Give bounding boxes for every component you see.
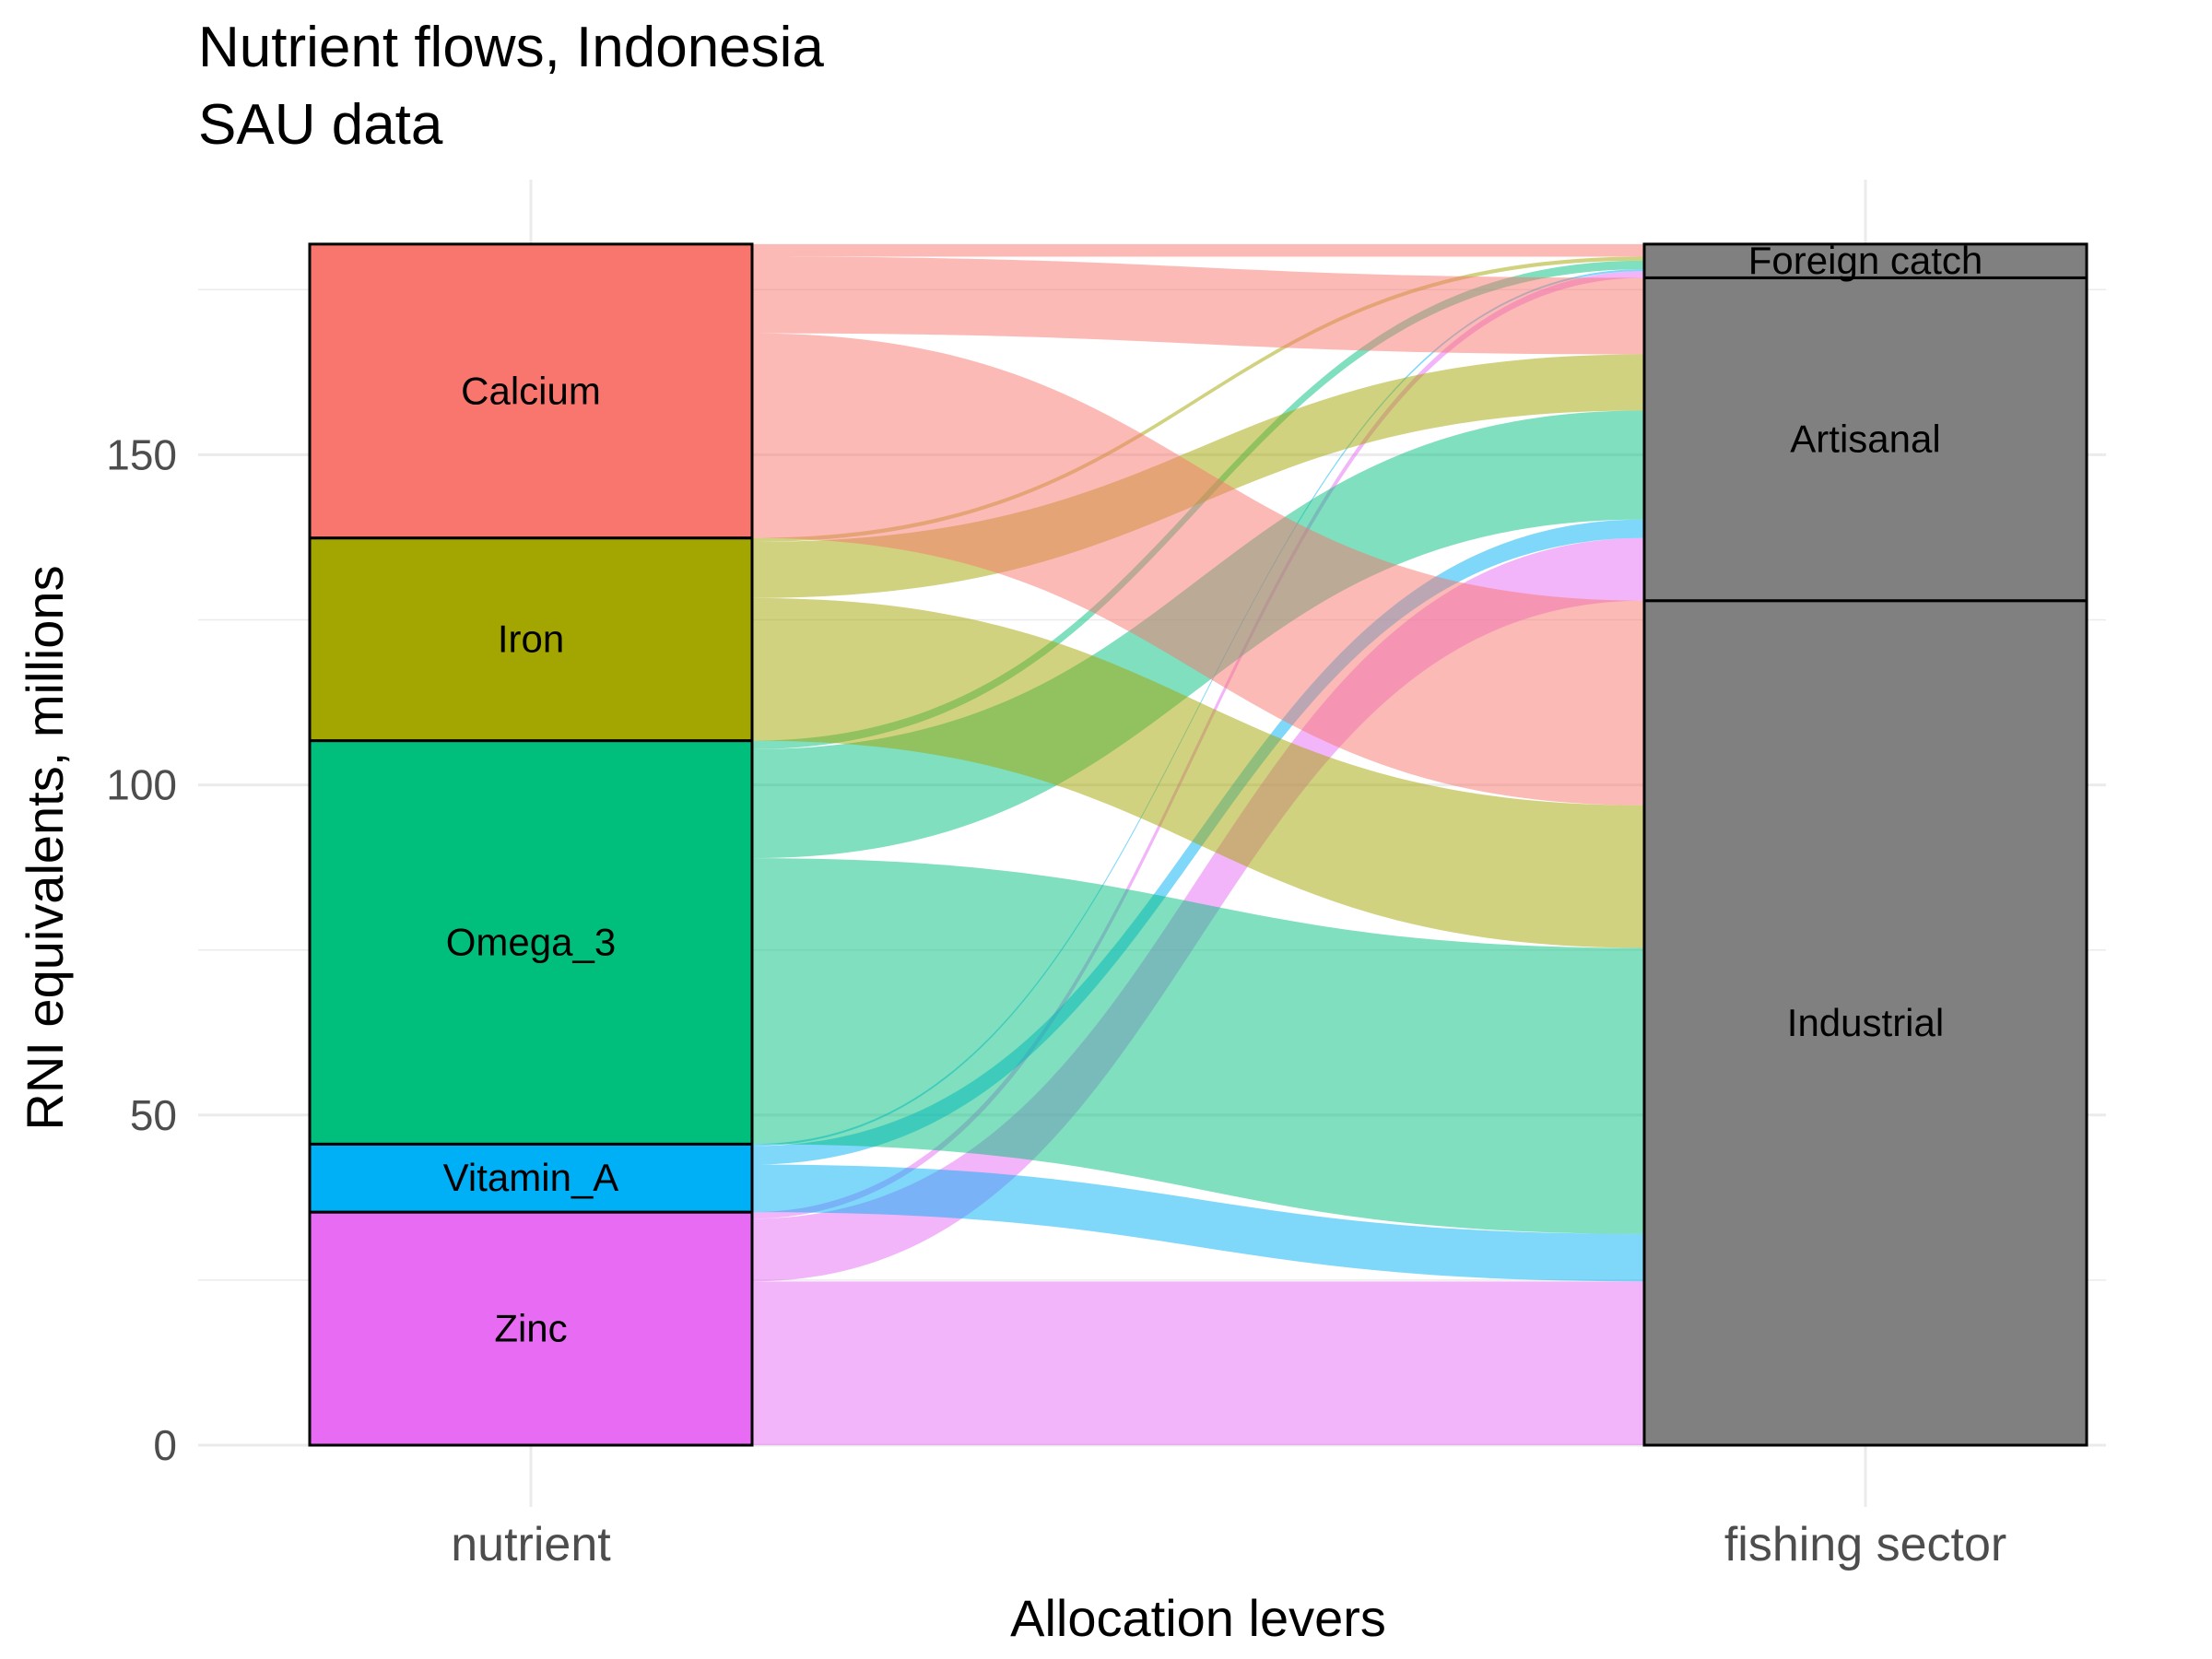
chart-title: Nutrient flows, Indonesia: [198, 16, 824, 79]
stratum-labels: Zinc Vitamin_A Omega_3 Iron Calcium Industria…: [443, 239, 1983, 1349]
stratum-artisanal: [1642, 276, 2088, 603]
flow-calcium-to-industrial: [752, 333, 1644, 806]
stratum-label-iron: Iron: [498, 618, 564, 661]
stratum-industrial: [1642, 599, 2088, 1447]
flow-iron-to-industrial: [752, 597, 1644, 948]
stratum-label-omega-3: Omega_3: [446, 920, 616, 963]
stratum-vitamin-a: [308, 1142, 754, 1214]
y-tick-label: 100: [106, 761, 177, 809]
chart-subtitle: SAU data: [198, 93, 443, 157]
stratum-omega-3: [308, 739, 754, 1146]
x-tick-label: fishing sector: [1724, 1518, 2006, 1571]
x-axis-label: Allocation levers: [1010, 1589, 1386, 1647]
stratum-label-zinc: Zinc: [494, 1307, 567, 1350]
x-tick-label: nutrient: [451, 1518, 611, 1571]
stratum-label-calcium: Calcium: [461, 369, 601, 412]
x-axis-ticks: nutrient fishing sector: [451, 1518, 2006, 1571]
flow-iron-to-foreign-catch: [752, 256, 1644, 542]
stratum-calcium: [308, 242, 754, 540]
y-tick-label: 150: [106, 430, 177, 478]
y-tick-label: 0: [153, 1421, 177, 1469]
flow-omega-3-to-industrial: [752, 858, 1644, 1234]
flow-zinc-to-industrial: [752, 1281, 1644, 1445]
stratum-label-artisanal: Artisanal: [1790, 418, 1940, 461]
stratum-iron: [308, 536, 754, 743]
y-axis-label: RNI equivalents, millions: [16, 565, 74, 1130]
flow-vitamin-a-to-industrial: [752, 1164, 1644, 1282]
stratum-label-foreign-catch: Foreign catch: [1748, 239, 1983, 282]
y-tick-label: 50: [130, 1091, 177, 1139]
stratum-foreign-catch: [1642, 242, 2088, 279]
stratum-label-industrial: Industrial: [1787, 1001, 1944, 1044]
stratum-zinc: [308, 1210, 754, 1447]
flow-calcium-to-foreign-catch: [752, 243, 1644, 257]
flow-calcium-to-artisanal: [752, 256, 1644, 355]
stratum-label-vitamin-a: Vitamin_A: [443, 1156, 619, 1199]
strata: [308, 242, 2088, 1447]
y-axis-ticks: 0 50 100 150: [106, 430, 177, 1469]
flow-ribbons: [752, 243, 1644, 1445]
